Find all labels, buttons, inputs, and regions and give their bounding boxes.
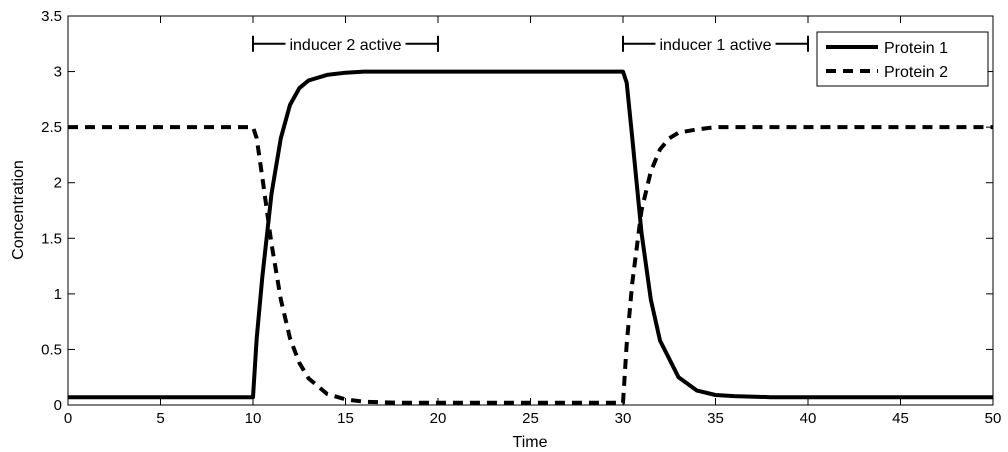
x-axis-label: Time xyxy=(513,434,548,451)
x-tick-label: 20 xyxy=(430,410,447,427)
x-tick-label: 5 xyxy=(156,410,164,427)
y-tick-label: 1 xyxy=(54,286,62,303)
y-axis-label: Concentration xyxy=(10,160,27,260)
y-tick-label: 2.5 xyxy=(41,119,62,136)
annotation-bracket: inducer 2 active xyxy=(252,35,439,54)
x-axis: 0 5 10 15 20 25 30 35 40 45 50 xyxy=(64,16,1002,427)
legend-label-protein-2: Protein 2 xyxy=(884,64,948,81)
x-tick-label: 45 xyxy=(892,410,909,427)
annotation-bracket: inducer 1 active xyxy=(622,35,809,54)
y-axis: 0 0.5 1 1.5 2 2.5 3 3.5 xyxy=(41,8,993,414)
annotation-label: inducer 2 active xyxy=(289,37,401,54)
x-tick-label: 40 xyxy=(800,410,817,427)
x-tick-label: 30 xyxy=(615,410,632,427)
x-tick-label: 15 xyxy=(337,410,354,427)
legend-box xyxy=(816,31,989,87)
x-tick-label: 0 xyxy=(64,410,72,427)
annotation-label: inducer 1 active xyxy=(659,37,771,54)
y-tick-label: 3 xyxy=(54,64,62,81)
legend-label-protein-1: Protein 1 xyxy=(884,40,948,57)
x-tick-label: 10 xyxy=(245,410,262,427)
y-tick-label: 2 xyxy=(54,175,62,192)
x-tick-label: 25 xyxy=(522,410,539,427)
legend: Protein 1 Protein 2 xyxy=(816,31,989,87)
y-tick-label: 3.5 xyxy=(41,8,62,25)
x-tick-label: 50 xyxy=(985,410,1002,427)
series-line-protein-1 xyxy=(68,69,993,400)
x-tick-label: 35 xyxy=(707,410,724,427)
y-tick-label: 0 xyxy=(54,397,62,414)
annotations: inducer 2 active inducer 1 active xyxy=(252,35,809,54)
y-tick-label: 0.5 xyxy=(41,341,62,358)
series-line-protein-2 xyxy=(68,125,993,405)
y-tick-label: 1.5 xyxy=(41,230,62,247)
series-layer xyxy=(68,69,993,405)
